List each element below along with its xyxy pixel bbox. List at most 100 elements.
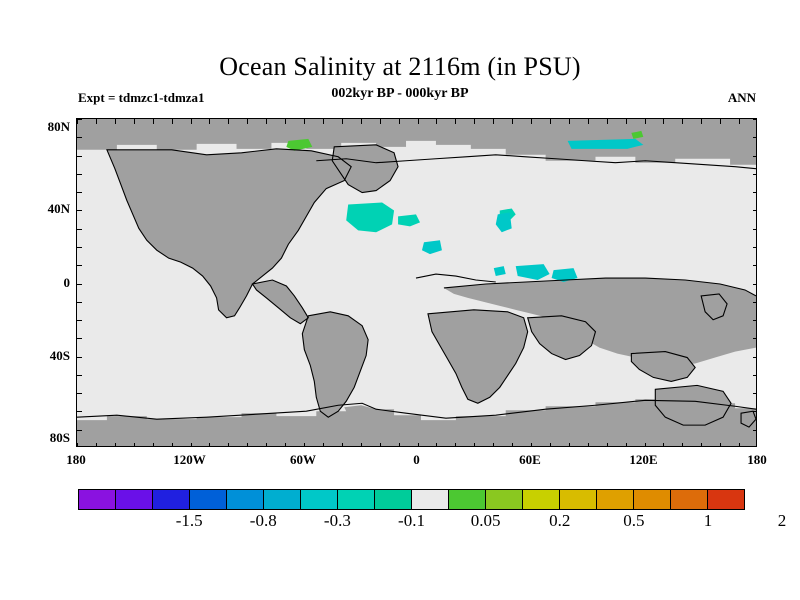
colorbar-cell-17[interactable]: [708, 490, 744, 509]
x-tickmark: [304, 119, 305, 124]
colorbar-cell-0[interactable]: [79, 490, 116, 509]
x-tickmark: [588, 119, 589, 124]
y-tickmark: [753, 229, 756, 230]
x-tickmark: [380, 119, 381, 124]
y-tickmark: [77, 174, 82, 175]
y-tickmark: [77, 375, 82, 376]
y-tickmark: [77, 156, 82, 157]
colorbar-tick-labels: -1.5 -0.8 -0.3 -0.1 0.05 0.2 0.5 1 2: [78, 511, 787, 535]
figure-subtitle: 002kyr BP - 000kyr BP: [331, 86, 469, 101]
y-tick-40s: 40S: [49, 347, 70, 363]
x-tickmark: [228, 443, 229, 446]
x-tickmark: [682, 119, 683, 124]
map-plot-area: [76, 118, 757, 447]
x-tickmark: [588, 443, 589, 446]
x-tickmark: [645, 443, 646, 446]
colorbar-cell-2[interactable]: [153, 490, 190, 509]
colorbar-label-5: 0.2: [549, 511, 571, 530]
x-tickmark: [436, 443, 437, 446]
x-tickmark: [720, 443, 721, 446]
x-tickmark: [493, 443, 494, 446]
colorbar-label-8: 2: [777, 511, 787, 530]
x-tickmark: [493, 119, 494, 124]
alboran-teal-patch: [493, 266, 506, 277]
x-tickmark: [626, 443, 627, 446]
x-tickmark: [342, 119, 343, 124]
colorbar-cell-4[interactable]: [227, 490, 264, 509]
arctic-siberian-shelf-teal-patch: [567, 138, 644, 149]
x-tickmark: [399, 119, 400, 124]
colorbar-label-4: 0.05: [470, 511, 501, 530]
x-tickmark: [474, 119, 475, 124]
x-tickmark: [209, 443, 210, 446]
x-tickmark: [247, 119, 248, 124]
y-tick-40n: 40N: [47, 201, 70, 217]
colorbar-cell-16[interactable]: [671, 490, 708, 509]
colorbar-cell-14[interactable]: [597, 490, 634, 509]
x-tickmark: [77, 443, 78, 446]
y-tick-80s: 80S: [49, 429, 70, 445]
y-tickmark: [77, 338, 82, 339]
colorbar[interactable]: [78, 489, 745, 510]
colorbar-cell-15[interactable]: [634, 490, 671, 509]
colorbar-cell-6[interactable]: [301, 490, 338, 509]
x-tickmark: [645, 119, 646, 124]
colorbar-cell-12[interactable]: [523, 490, 560, 509]
x-tickmark: [739, 119, 740, 124]
y-tick-0: 0: [63, 274, 71, 290]
y-tickmark: [77, 357, 82, 358]
x-tickmark: [285, 443, 286, 446]
page-title: Ocean Salinity at 2116m (in PSU): [219, 52, 581, 81]
bay-of-biscay-teal-patch: [421, 240, 442, 255]
x-tickmark: [209, 119, 210, 124]
colorbar-cell-8[interactable]: [375, 490, 412, 509]
colorbar-cell-9[interactable]: [412, 490, 449, 509]
colorbar-cell-13[interactable]: [560, 490, 597, 509]
eastern-med-teal-patch: [551, 268, 578, 283]
y-tickmark: [753, 302, 756, 303]
coastline-layer: [77, 144, 756, 428]
colorbar-cell-5[interactable]: [264, 490, 301, 509]
colorbar-label-2: -0.3: [323, 511, 351, 530]
y-tickmark: [753, 210, 756, 211]
central-med-teal-patch: [515, 264, 550, 281]
x-tickmark: [569, 119, 570, 124]
north-atlantic-labrador-teal-patch: [346, 202, 395, 233]
x-tickmark: [701, 443, 702, 446]
x-tickmark: [96, 119, 97, 124]
colorbar-label-1: -0.8: [249, 511, 277, 530]
x-tick-120e: 120E: [629, 452, 658, 467]
x-tickmark: [663, 119, 664, 124]
x-tickmark: [77, 119, 78, 124]
x-tickmark: [153, 119, 154, 124]
x-tickmark: [512, 443, 513, 446]
colorbar-cell-1[interactable]: [116, 490, 153, 509]
x-tickmark: [436, 119, 437, 124]
world-map-svg: [77, 119, 756, 446]
season-label: ANN: [727, 90, 756, 105]
colorbar-cell-7[interactable]: [338, 490, 375, 509]
colorbar-cell-11[interactable]: [486, 490, 523, 509]
x-tickmark: [607, 443, 608, 446]
hudson-bay-green-patch: [286, 138, 313, 151]
x-tick-180e: 180: [747, 452, 767, 467]
western-med-teal-patch: [495, 212, 512, 233]
x-tickmark: [228, 119, 229, 124]
colorbar-label-7: 1: [703, 511, 713, 530]
x-tickmark: [380, 443, 381, 446]
colorbar-cell-10[interactable]: [449, 490, 486, 509]
x-tickmark: [191, 443, 192, 446]
x-tickmark: [474, 443, 475, 446]
y-tickmark: [77, 119, 82, 120]
colorbar-cell-3[interactable]: [190, 490, 227, 509]
y-tickmark: [77, 192, 82, 193]
y-tickmark: [753, 393, 756, 394]
x-tickmark: [531, 443, 532, 446]
x-tickmark: [323, 119, 324, 124]
x-tickmark: [247, 443, 248, 446]
y-tickmark: [753, 265, 756, 266]
y-tickmark: [753, 247, 756, 248]
land-mask-layer: [77, 119, 756, 446]
x-tickmark: [739, 443, 740, 446]
x-tickmark: [550, 119, 551, 124]
